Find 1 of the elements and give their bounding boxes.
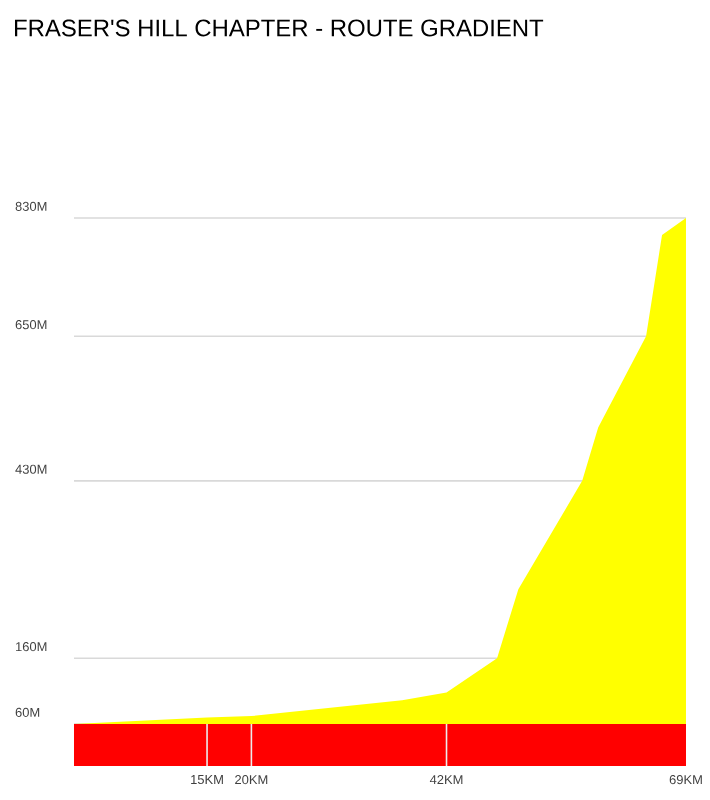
- chart-title: FRASER'S HILL CHAPTER - ROUTE GRADIENT: [15, 19, 544, 37]
